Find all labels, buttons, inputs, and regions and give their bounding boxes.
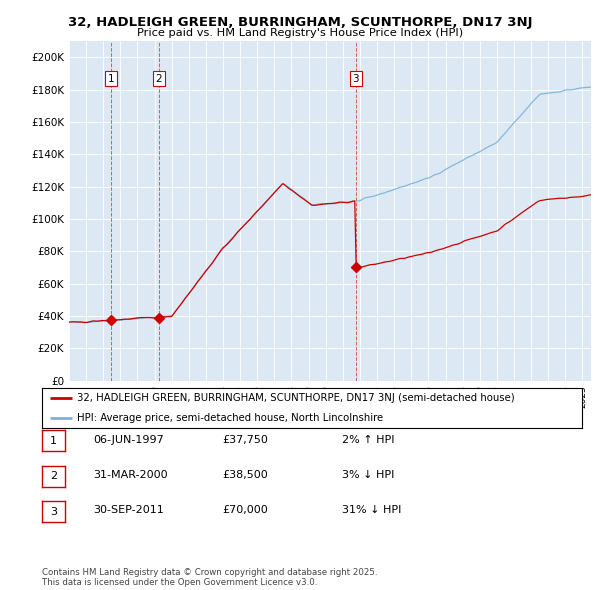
Text: Contains HM Land Registry data © Crown copyright and database right 2025.
This d: Contains HM Land Registry data © Crown c… (42, 568, 377, 587)
Text: 1: 1 (107, 74, 114, 84)
Text: 06-JUN-1997: 06-JUN-1997 (93, 435, 164, 444)
Text: 2: 2 (50, 471, 57, 481)
Text: 30-SEP-2011: 30-SEP-2011 (93, 506, 164, 515)
Text: 32, HADLEIGH GREEN, BURRINGHAM, SCUNTHORPE, DN17 3NJ (semi-detached house): 32, HADLEIGH GREEN, BURRINGHAM, SCUNTHOR… (77, 393, 515, 402)
Text: 32, HADLEIGH GREEN, BURRINGHAM, SCUNTHORPE, DN17 3NJ: 32, HADLEIGH GREEN, BURRINGHAM, SCUNTHOR… (68, 16, 532, 29)
Text: HPI: Average price, semi-detached house, North Lincolnshire: HPI: Average price, semi-detached house,… (77, 413, 383, 422)
Text: £70,000: £70,000 (222, 506, 268, 515)
Text: 3% ↓ HPI: 3% ↓ HPI (342, 470, 394, 480)
Text: 2% ↑ HPI: 2% ↑ HPI (342, 435, 395, 444)
Text: 31-MAR-2000: 31-MAR-2000 (93, 470, 167, 480)
Text: 31% ↓ HPI: 31% ↓ HPI (342, 506, 401, 515)
Text: £37,750: £37,750 (222, 435, 268, 444)
Text: Price paid vs. HM Land Registry's House Price Index (HPI): Price paid vs. HM Land Registry's House … (137, 28, 463, 38)
Text: 2: 2 (155, 74, 162, 84)
Text: 3: 3 (50, 507, 57, 516)
Text: 1: 1 (50, 436, 57, 445)
Text: £38,500: £38,500 (222, 470, 268, 480)
Text: 3: 3 (352, 74, 359, 84)
